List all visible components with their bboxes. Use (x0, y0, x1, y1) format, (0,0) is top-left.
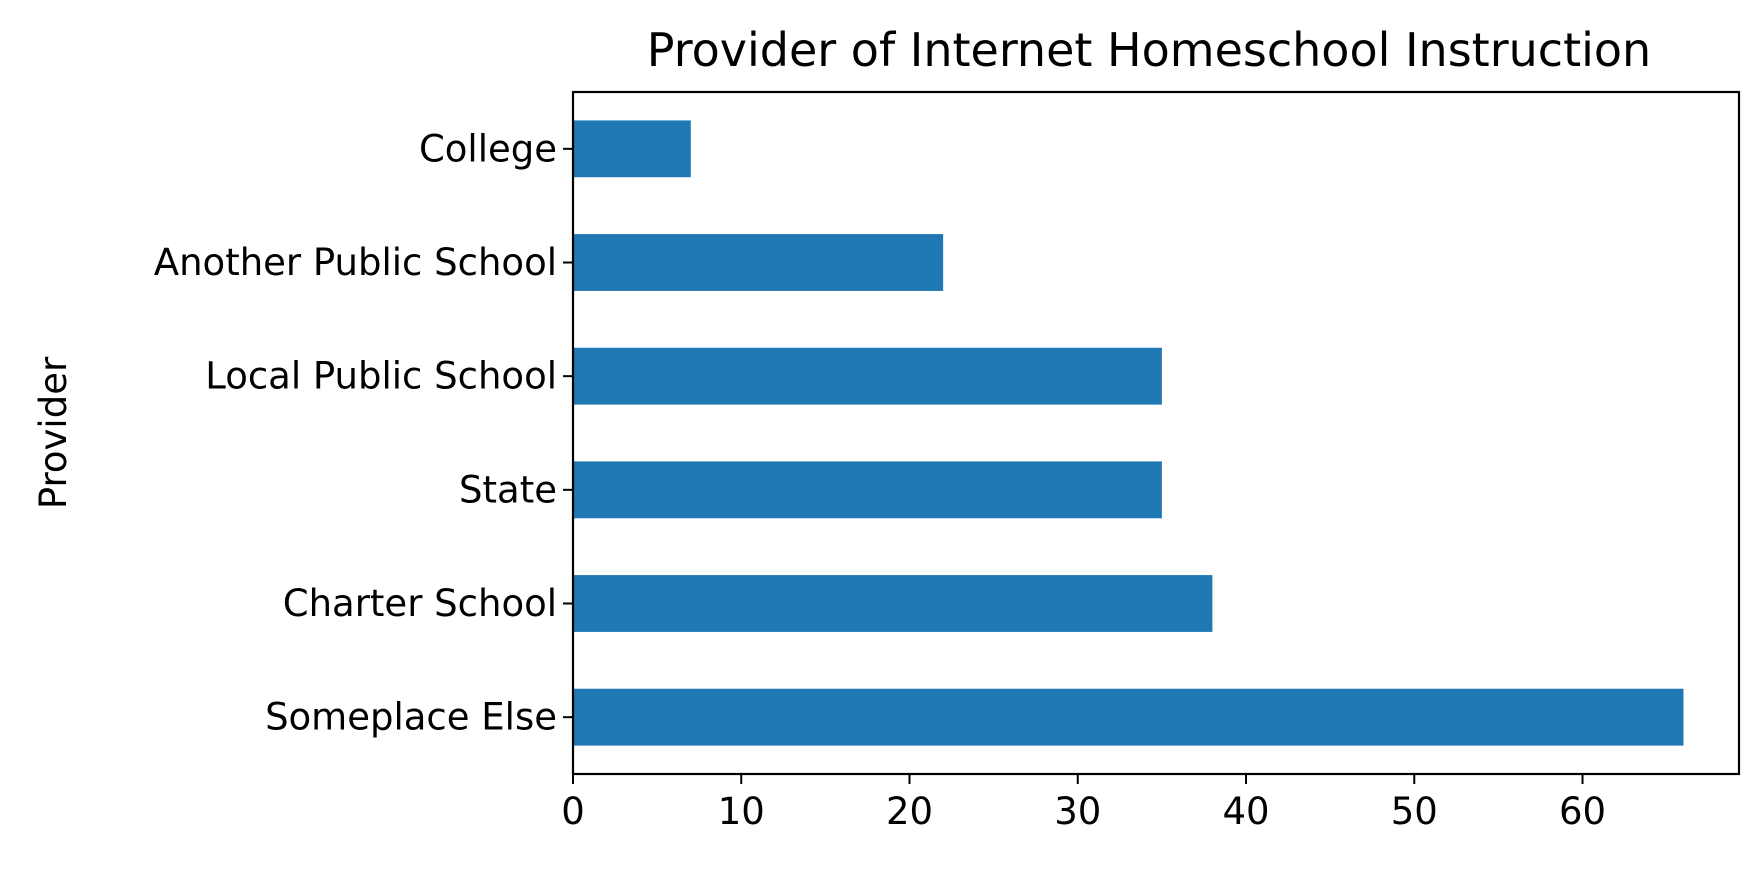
bar-local-public-school (573, 347, 1162, 405)
chart-title: Provider of Internet Homeschool Instruct… (647, 23, 1651, 77)
y-tick-label: Local Public School (205, 355, 557, 398)
x-tick-label: 60 (1559, 790, 1606, 833)
plot-frame (571, 90, 1741, 776)
y-tick-label: Another Public School (154, 241, 557, 284)
x-tick-label: 50 (1391, 790, 1438, 833)
bar-state (573, 461, 1162, 519)
x-tick-label: 30 (1054, 790, 1101, 833)
x-tick-label: 40 (1222, 790, 1269, 833)
x-ticks-group: 0 10 20 30 40 50 60 (561, 774, 1606, 833)
y-tick-label: College (419, 127, 557, 170)
bars-group (573, 120, 1684, 746)
x-tick-label: 20 (886, 790, 933, 833)
bar-someplace-else (573, 688, 1684, 746)
y-tick-label: Someplace Else (265, 696, 557, 739)
bar-another-public-school (573, 234, 944, 291)
x-tick-label: 0 (561, 790, 585, 833)
y-tick-label: Charter School (283, 582, 557, 625)
x-tick-label: 10 (718, 790, 765, 833)
bar-college (573, 120, 691, 178)
bar-charter-school (573, 575, 1213, 632)
y-axis-label: Provider (32, 356, 75, 509)
y-tick-label: State (459, 468, 557, 511)
y-ticks-group: College Another Public School Local Public… (154, 127, 573, 739)
